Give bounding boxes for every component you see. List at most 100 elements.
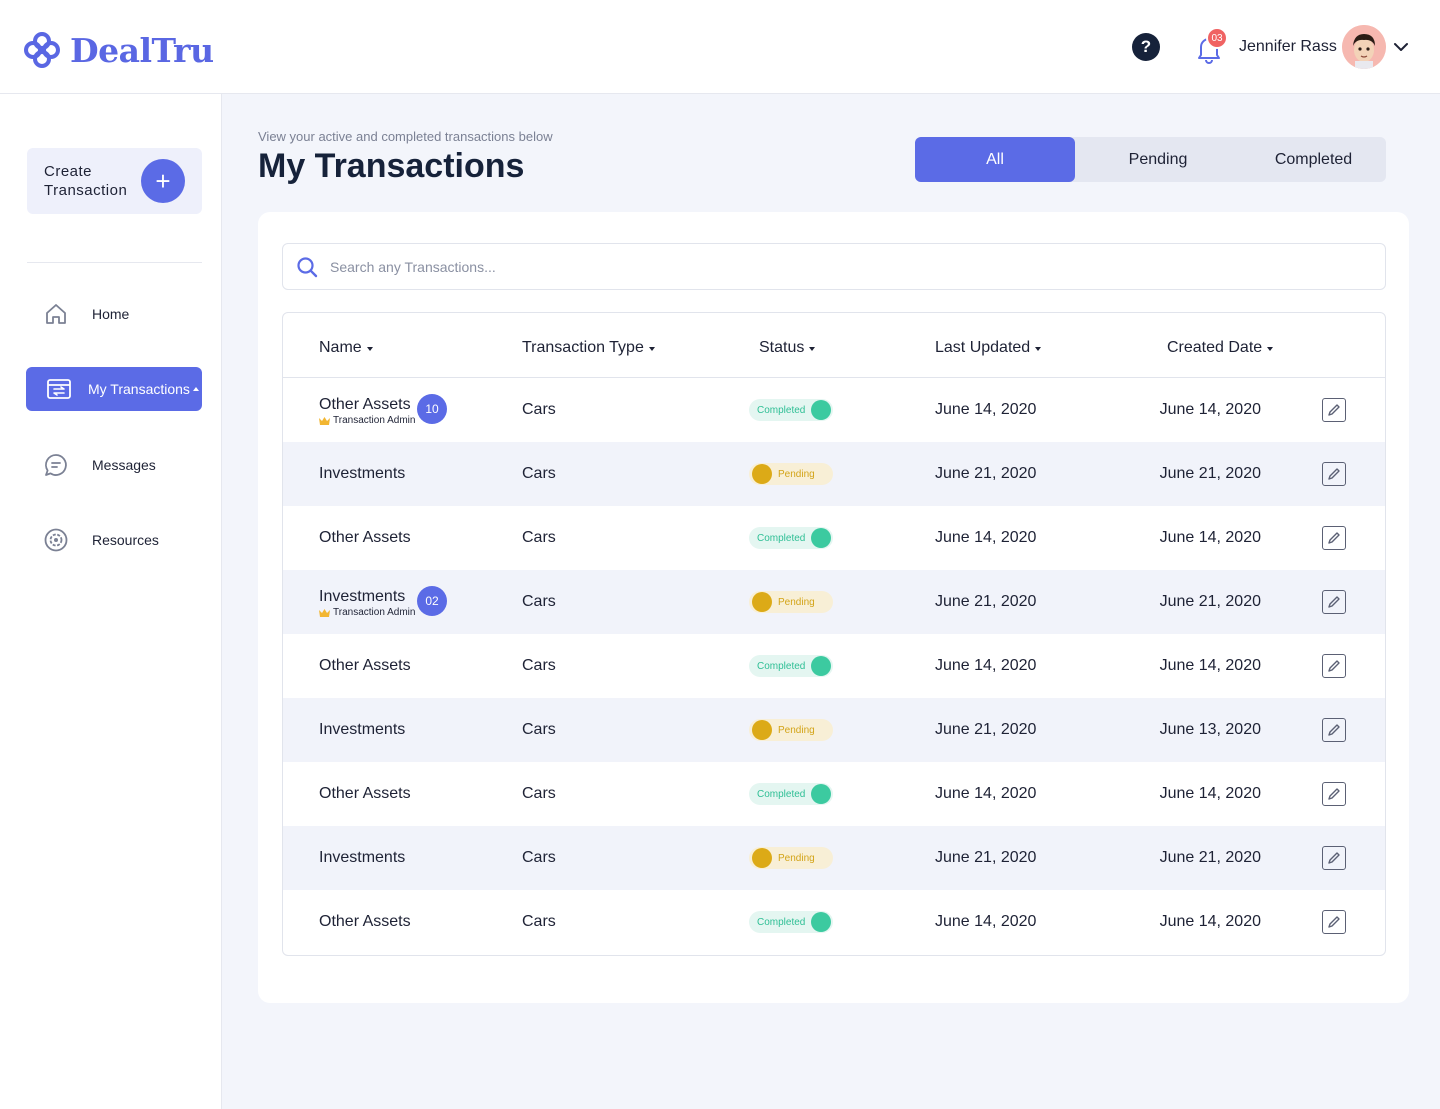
sidebar-item-home[interactable]: Home	[26, 292, 202, 336]
admin-text: Transaction Admin	[333, 415, 416, 426]
sidebar-item-my-transactions[interactable]: My Transactions	[26, 367, 202, 411]
sort-caret-icon	[648, 347, 655, 351]
create-transaction-button[interactable]: Create Transaction +	[27, 148, 202, 214]
count-badge: 10	[417, 394, 447, 424]
transaction-name: Investments	[319, 465, 406, 482]
status-badge: Completed	[749, 399, 833, 421]
page-subtitle: View your active and completed transacti…	[258, 129, 553, 144]
home-icon	[42, 300, 70, 328]
edit-button[interactable]	[1322, 462, 1346, 486]
status-badge: Pending	[749, 591, 833, 613]
status-text: Pending	[778, 468, 815, 480]
transaction-type: Cars	[522, 593, 556, 610]
resources-icon	[42, 526, 70, 554]
chevron-down-icon[interactable]	[1392, 38, 1410, 56]
logo-icon	[24, 32, 60, 68]
transaction-name: Other Assets	[319, 529, 411, 546]
transaction-name: Other Assets	[319, 913, 411, 930]
column-header-name[interactable]: Name	[319, 339, 373, 357]
status-text: Completed	[757, 788, 806, 800]
edit-button[interactable]	[1322, 398, 1346, 422]
column-header-status[interactable]: Status	[759, 339, 816, 357]
created-date: June 21, 2020	[1159, 593, 1261, 610]
logo[interactable]: DealTru	[22, 30, 214, 70]
column-header-label: Transaction Type	[522, 339, 644, 356]
table-row[interactable]: Other Assets Cars Completed June 14, 2020 Ju…	[283, 762, 1385, 826]
status-badge: Completed	[749, 655, 833, 677]
pencil-icon	[1328, 404, 1340, 416]
search-input[interactable]	[330, 258, 1385, 275]
sidebar-item-label: Home	[92, 306, 130, 322]
plus-icon[interactable]: +	[141, 159, 185, 203]
edit-button[interactable]	[1322, 782, 1346, 806]
help-icon[interactable]: ?	[1132, 33, 1160, 61]
column-header-label: Status	[759, 339, 805, 356]
created-date: June 14, 2020	[1159, 657, 1261, 674]
sort-caret-icon	[1267, 347, 1274, 351]
last-updated: June 14, 2020	[935, 657, 1037, 674]
tab-completed[interactable]: Completed	[1274, 150, 1353, 168]
tab-all[interactable]: All	[915, 137, 1075, 182]
admin-text: Transaction Admin	[333, 607, 416, 618]
sidebar-item-messages[interactable]: Messages	[26, 443, 202, 487]
tab-pending[interactable]: Pending	[1128, 150, 1188, 168]
last-updated: June 14, 2020	[935, 785, 1037, 802]
transaction-name: Investments	[319, 849, 406, 866]
edit-button[interactable]	[1322, 590, 1346, 614]
table-header: Name Transaction Type Status Last Update…	[283, 313, 1385, 378]
sidebar-item-label: Messages	[92, 457, 156, 473]
admin-label: Transaction Admin	[319, 415, 415, 426]
created-date: June 14, 2020	[1159, 529, 1261, 546]
status-text: Completed	[757, 532, 806, 544]
user-name[interactable]: Jennifer Rass	[1239, 38, 1337, 55]
sidebar-item-resources[interactable]: Resources	[26, 518, 202, 562]
status-dot	[811, 912, 831, 932]
edit-button[interactable]	[1322, 910, 1346, 934]
edit-button[interactable]	[1322, 718, 1346, 742]
created-date: June 14, 2020	[1159, 401, 1261, 418]
pencil-icon	[1328, 916, 1340, 928]
table-row[interactable]: Other Assets Cars Completed June 14, 2020 Ju…	[283, 634, 1385, 698]
table-row[interactable]: Investments Cars Pending June 21, 2020 June …	[283, 698, 1385, 762]
last-updated: June 21, 2020	[935, 849, 1037, 866]
last-updated: June 14, 2020	[935, 913, 1037, 930]
status-dot	[811, 784, 831, 804]
status-text: Pending	[778, 724, 815, 736]
sort-caret-icon	[809, 347, 816, 351]
edit-button[interactable]	[1322, 526, 1346, 550]
table-row[interactable]: Other Assets Cars Completed June 14, 2020 Ju…	[283, 506, 1385, 570]
table-row[interactable]: Other Assets Cars Completed June 14, 2020 Ju…	[283, 890, 1385, 954]
transaction-type: Cars	[522, 401, 556, 418]
avatar[interactable]	[1342, 25, 1386, 69]
edit-button[interactable]	[1322, 846, 1346, 870]
pencil-icon	[1328, 468, 1340, 480]
transaction-name: Other Assets	[319, 785, 411, 802]
status-text: Completed	[757, 660, 806, 672]
name-cell: Other Assets Transaction Admin	[319, 396, 415, 426]
column-header-label: Last Updated	[935, 339, 1031, 356]
column-header-last-updated[interactable]: Last Updated	[935, 339, 1042, 357]
crown-icon	[319, 416, 330, 425]
top-header: DealTru ? 03 Jennifer Rass	[0, 0, 1440, 94]
table-row[interactable]: Other Assets Transaction Admin 10 Cars Compl…	[283, 378, 1385, 442]
search-bar[interactable]	[282, 243, 1386, 290]
column-header-created-date[interactable]: Created Date	[1167, 339, 1274, 357]
table-row[interactable]: Investments Cars Pending June 21, 2020 June …	[283, 442, 1385, 506]
transaction-type: Cars	[522, 785, 556, 802]
sidebar-item-label: Resources	[92, 532, 159, 548]
status-text: Pending	[778, 852, 815, 864]
column-header-transaction-type[interactable]: Transaction Type	[522, 339, 655, 357]
create-transaction-label: Create Transaction	[44, 163, 128, 199]
transactions-card: Name Transaction Type Status Last Update…	[258, 212, 1409, 1003]
created-date: June 14, 2020	[1159, 913, 1261, 930]
status-text: Completed	[757, 916, 806, 928]
table-row[interactable]: Investments Cars Pending June 21, 2020 June …	[283, 826, 1385, 890]
edit-button[interactable]	[1322, 654, 1346, 678]
status-dot	[811, 400, 831, 420]
search-icon	[297, 256, 318, 277]
status-text: Pending	[778, 596, 815, 608]
transaction-type: Cars	[522, 465, 556, 482]
transaction-name: Other Assets	[319, 396, 411, 413]
pencil-icon	[1328, 532, 1340, 544]
table-row[interactable]: Investments Transaction Admin 02 Cars Pendin…	[283, 570, 1385, 634]
